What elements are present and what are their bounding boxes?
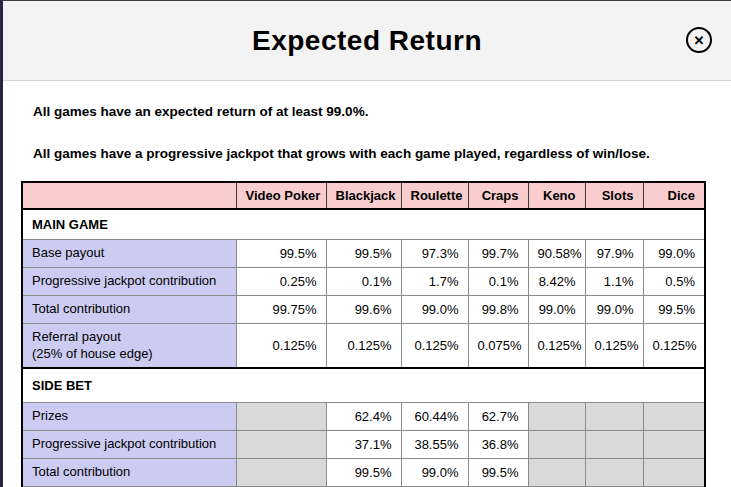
value-cell: 0.125% [236, 323, 326, 368]
value-cell: 99.0% [401, 295, 468, 323]
value-cell [236, 459, 326, 487]
table-row: Total contribution99.75%99.6%99.0%99.8%9… [22, 295, 705, 323]
value-cell [528, 403, 585, 431]
intro-text: All games have an expected return of at … [3, 81, 731, 161]
section-header-label: MAIN GAME [22, 209, 705, 240]
value-cell: 99.0% [528, 295, 585, 323]
table-container: Video PokerBlackjackRouletteCrapsKenoSlo… [3, 161, 731, 487]
value-cell: 97.9% [585, 240, 643, 268]
value-cell: 0.125% [401, 323, 468, 368]
value-cell: 1.7% [401, 267, 468, 295]
value-cell: 0.075% [468, 323, 528, 368]
value-cell: 99.6% [326, 295, 401, 323]
value-cell: 0.125% [326, 323, 401, 368]
table-body: MAIN GAMEBase payout99.5%99.5%97.3%99.7%… [22, 209, 705, 487]
table-row: Progressive jackpot contribution 37.1%38.… [22, 431, 705, 459]
value-cell: 97.3% [401, 240, 468, 268]
row-label-cell: Progressive jackpot contribution [22, 431, 236, 459]
value-cell [236, 403, 326, 431]
column-header: Slots [585, 182, 643, 209]
value-cell: 62.4% [326, 403, 401, 431]
value-cell [585, 431, 643, 459]
column-header: Video Poker [236, 182, 326, 209]
value-cell: 99.0% [643, 240, 705, 268]
value-cell [643, 459, 705, 487]
intro-line-progressive-jackpot: All games have a progressive jackpot tha… [33, 119, 701, 161]
value-cell: 99.8% [468, 295, 528, 323]
table-row: Base payout99.5%99.5%97.3%99.7%90.58%97.… [22, 240, 705, 268]
close-button[interactable]: ✕ [686, 27, 712, 53]
table-head: Video PokerBlackjackRouletteCrapsKenoSlo… [22, 182, 705, 209]
row-label-cell: Progressive jackpot contribution [22, 267, 236, 295]
value-cell: 0.125% [528, 323, 585, 368]
value-cell: 36.8% [468, 431, 528, 459]
section-header-label: SIDE BET [22, 368, 705, 403]
table-row: Prizes 62.4%60.44%62.7% [22, 403, 705, 431]
column-header: Dice [643, 182, 705, 209]
value-cell: 0.1% [468, 267, 528, 295]
column-header: Blackjack [326, 182, 401, 209]
row-label-cell: Total contribution [22, 295, 236, 323]
value-cell: 99.0% [401, 459, 468, 487]
value-cell: 99.5% [326, 459, 401, 487]
value-cell [643, 403, 705, 431]
value-cell: 0.125% [643, 323, 705, 368]
value-cell [585, 459, 643, 487]
value-cell: 0.25% [236, 267, 326, 295]
value-cell: 8.42% [528, 267, 585, 295]
row-label-cell: Total contribution [22, 459, 236, 487]
modal-dialog: Expected Return ✕ All games have an expe… [0, 0, 731, 487]
value-cell: 99.5% [643, 295, 705, 323]
value-cell: 99.75% [236, 295, 326, 323]
value-cell [236, 431, 326, 459]
value-cell: 37.1% [326, 431, 401, 459]
intro-line-expected-return: All games have an expected return of at … [33, 81, 701, 119]
column-header: Keno [528, 182, 585, 209]
row-label-cell: Base payout [22, 240, 236, 268]
value-cell: 99.5% [236, 240, 326, 268]
table-header-row: Video PokerBlackjackRouletteCrapsKenoSlo… [22, 182, 705, 209]
value-cell: 99.5% [326, 240, 401, 268]
value-cell: 1.1% [585, 267, 643, 295]
corner-header-cell [22, 182, 236, 209]
row-label-cell: Prizes [22, 403, 236, 431]
value-cell: 60.44% [401, 403, 468, 431]
value-cell: 0.125% [585, 323, 643, 368]
expected-return-table: Video PokerBlackjackRouletteCrapsKenoSlo… [21, 181, 706, 487]
section-header-row: SIDE BET [22, 368, 705, 403]
table-row: Progressive jackpot contribution0.25%0.1… [22, 267, 705, 295]
section-header-row: MAIN GAME [22, 209, 705, 240]
value-cell: 0.1% [326, 267, 401, 295]
table-row: Referral payout(25% of house edge)0.125%… [22, 323, 705, 368]
value-cell [585, 403, 643, 431]
value-cell: 0.5% [643, 267, 705, 295]
value-cell [528, 459, 585, 487]
value-cell: 99.7% [468, 240, 528, 268]
value-cell: 90.58% [528, 240, 585, 268]
close-icon: ✕ [694, 34, 705, 47]
table-row: Total contribution 99.5%99.0%99.5% [22, 459, 705, 487]
value-cell: 99.0% [585, 295, 643, 323]
value-cell [528, 431, 585, 459]
row-label-cell: Referral payout(25% of house edge) [22, 323, 236, 368]
column-header: Roulette [401, 182, 468, 209]
column-header: Craps [468, 182, 528, 209]
modal-title: Expected Return [252, 25, 482, 57]
value-cell: 99.5% [468, 459, 528, 487]
value-cell: 38.55% [401, 431, 468, 459]
value-cell: 62.7% [468, 403, 528, 431]
modal-header: Expected Return ✕ [3, 1, 731, 81]
value-cell [643, 431, 705, 459]
